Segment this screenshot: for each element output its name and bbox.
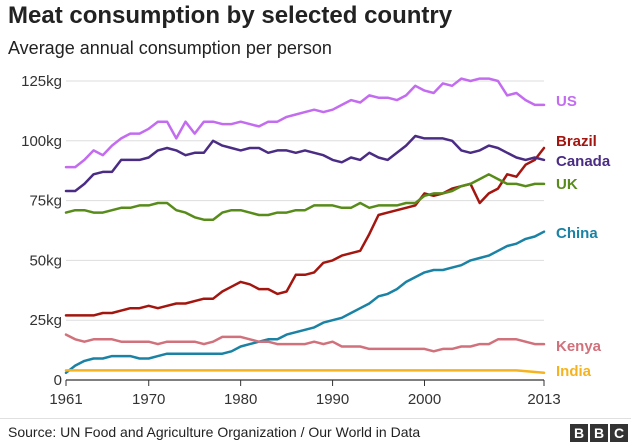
series-label-us: US	[556, 93, 577, 110]
x-tick-label: 1990	[316, 391, 349, 408]
bbc-logo-letter: B	[570, 424, 588, 442]
bbc-logo-letter: B	[590, 424, 608, 442]
y-tick-label: 75kg	[29, 193, 62, 210]
x-tick-label: 2013	[527, 391, 560, 408]
line-chart: 0 25kg 50kg 75kg 100kg 125kg 1961 1970 1980 1990 2…	[21, 73, 611, 408]
x-tick-label: 1980	[224, 391, 257, 408]
x-tick-label: 1961	[49, 391, 82, 408]
source-note: Source: UN Food and Agriculture Organiza…	[8, 424, 421, 440]
chart-subtitle: Average annual consumption per person	[8, 38, 332, 58]
footer-divider	[0, 418, 631, 419]
x-tick-label: 1970	[132, 391, 165, 408]
series-label-brazil: Brazil	[556, 133, 597, 150]
y-tick-label: 25kg	[29, 312, 62, 329]
series-label-uk: UK	[556, 176, 578, 193]
series-line-china	[64, 230, 546, 375]
x-tick-label: 2000	[408, 391, 441, 408]
series-line-canada	[64, 134, 546, 193]
bbc-logo-letter: C	[610, 424, 628, 442]
series-line-brazil	[64, 146, 546, 317]
y-tick-label: 0	[54, 372, 62, 389]
bbc-logo: B B C	[570, 424, 628, 442]
y-tick-label: 50kg	[29, 252, 62, 269]
y-tick-label: 125kg	[21, 73, 62, 90]
series-line-uk	[64, 173, 546, 221]
series-line-us	[64, 77, 546, 169]
series-line-kenya	[64, 333, 546, 353]
chart-title: Meat consumption by selected country	[8, 2, 453, 29]
series-label-india: India	[556, 363, 592, 380]
y-tick-label: 100kg	[21, 133, 62, 150]
series-label-canada: Canada	[556, 153, 611, 170]
series-label-china: China	[556, 225, 598, 242]
series-label-kenya: Kenya	[556, 338, 602, 355]
series-line-india	[64, 369, 546, 375]
